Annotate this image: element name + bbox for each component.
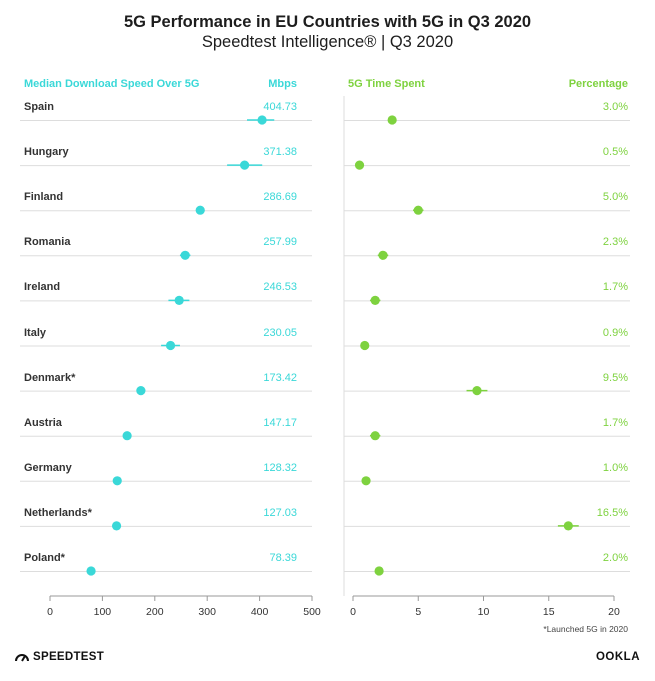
time-data-point	[361, 476, 371, 486]
country-label: Ireland	[24, 281, 61, 294]
speed-data-point	[136, 386, 146, 396]
speed-data-point	[86, 566, 96, 576]
speed-value-label: 286.69	[263, 191, 297, 204]
time-value-label: 2.3%	[602, 236, 628, 249]
time-value-label: 2.0%	[602, 552, 628, 564]
time-data-point	[370, 295, 380, 305]
speed-data-point	[257, 115, 267, 125]
time-value-label: 1.7%	[602, 281, 628, 294]
left-panel-title: Median Download Speed Over 5G	[24, 78, 200, 90]
speed-data-point	[240, 160, 250, 170]
speed-value-label: 257.99	[263, 236, 297, 249]
speed-value-label: 246.53	[263, 281, 297, 294]
speed-value-label: 128.32	[263, 461, 297, 474]
time-value-label: 0.9%	[602, 326, 628, 339]
country-label: Romania	[24, 236, 71, 249]
time-data-point	[360, 340, 370, 351]
speed-tick-label: 300	[198, 606, 216, 618]
country-label: Italy	[24, 326, 47, 339]
speed-data-point	[122, 431, 132, 441]
speedtest-logo-text: SPEEDTEST	[33, 651, 105, 663]
time-value-label: 1.0%	[602, 461, 628, 474]
time-value-label: 5.0%	[602, 191, 628, 204]
speed-tick-label: 100	[93, 606, 112, 618]
time-data-point	[387, 115, 397, 125]
speed-value-label: 147.17	[263, 416, 297, 429]
country-label: Poland*	[24, 552, 65, 564]
speed-tick-label: 200	[146, 606, 164, 618]
time-value-label: 0.5%	[602, 146, 628, 159]
speed-tick-label: 400	[250, 606, 269, 618]
speed-value-label: 173.42	[263, 371, 297, 384]
time-data-point	[472, 386, 482, 396]
speedometer-icon	[15, 654, 29, 662]
time-data-point	[413, 205, 423, 215]
speedtest-logo: SPEEDTEST	[14, 651, 104, 663]
time-tick-label: 15	[542, 606, 555, 618]
right-panel-title: 5G Time Spent	[348, 78, 425, 90]
chart-title: 5G Performance in EU Countries with 5G i…	[123, 13, 532, 31]
speed-value-label: 371.38	[263, 146, 297, 159]
time-data-point	[354, 160, 365, 170]
country-label: Hungary	[24, 146, 69, 159]
speed-tick-label: 0	[47, 606, 53, 618]
footnote: *Launched 5G in 2020	[543, 624, 628, 634]
country-label: Denmark*	[24, 371, 76, 384]
ookla-logo: OOKLA	[595, 651, 640, 663]
country-label: Finland	[24, 191, 64, 204]
chart-subtitle: Speedtest Intelligence® | Q3 2020	[201, 33, 454, 51]
time-data-point	[374, 566, 384, 576]
speed-value-label: 78.39	[269, 552, 297, 564]
left-panel-unit: Mbps	[268, 78, 297, 90]
time-data-point	[370, 431, 380, 441]
country-label: Netherlands*	[24, 506, 92, 519]
speed-data-point	[111, 521, 122, 531]
time-data-point	[563, 521, 573, 531]
country-label: Germany	[24, 461, 72, 474]
speed-value-label: 127.03	[263, 506, 297, 519]
time-tick-label: 20	[608, 606, 620, 618]
time-value-label: 9.5%	[602, 371, 628, 384]
time-value-label: 3.0%	[602, 101, 628, 113]
time-tick-label: 10	[477, 606, 490, 618]
country-label: Spain	[24, 101, 54, 113]
time-value-label: 16.5%	[596, 506, 628, 519]
speed-data-point	[174, 295, 184, 305]
country-label: Austria	[24, 416, 62, 429]
time-tick-label: 5	[415, 606, 422, 618]
speed-data-point	[165, 340, 176, 351]
time-data-point	[378, 250, 388, 260]
right-panel-unit: Percentage	[568, 78, 628, 90]
time-tick-label: 0	[350, 606, 356, 618]
time-value-label: 1.7%	[602, 416, 628, 429]
speed-data-point	[112, 476, 122, 486]
speed-tick-label: 500	[303, 606, 321, 618]
speed-data-point	[180, 250, 190, 260]
speed-value-label: 230.05	[263, 326, 297, 339]
speed-data-point	[195, 205, 205, 215]
speed-value-label: 404.73	[263, 101, 297, 113]
